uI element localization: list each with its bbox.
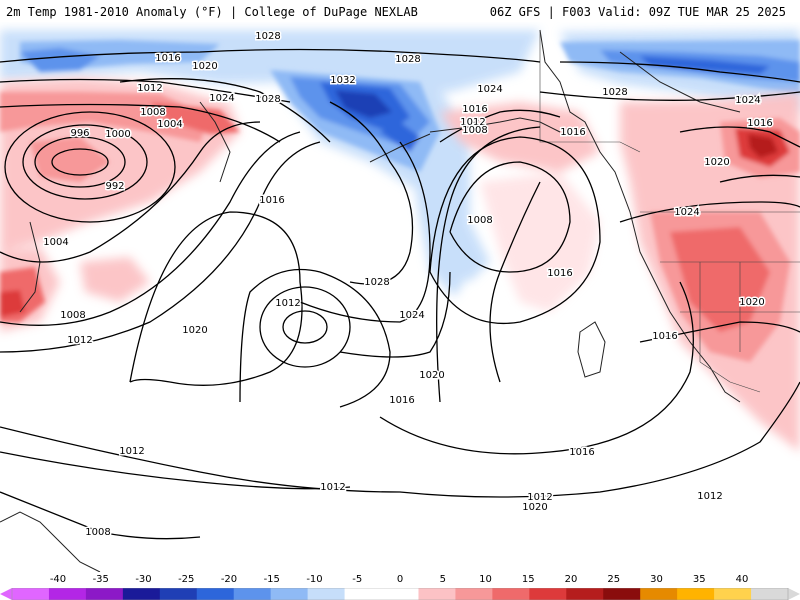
- isobar-label: 992: [105, 181, 124, 192]
- isobar-label: 1016: [389, 395, 414, 406]
- political-borders: [539, 30, 800, 393]
- isobar-label: 1012: [67, 335, 92, 346]
- colorbar-tick-label: 10: [479, 574, 492, 585]
- isobar-label: 1012: [275, 298, 300, 309]
- colorbar-swatch: [233, 588, 272, 600]
- isobar-label: 1032: [330, 75, 355, 86]
- isobar-label: 1024: [477, 84, 502, 95]
- colorbar-swatch: [85, 588, 124, 600]
- isobar-label: 1024: [674, 207, 699, 218]
- model-run-info: 06Z GFS | F003 Valid: 09Z TUE MAR 25 202…: [489, 5, 786, 19]
- isobar-label: 1000: [105, 129, 130, 140]
- anomaly-map: 1028 1016 1020 1012 1024 1008 1004 1028 1032 1028…: [0, 22, 800, 572]
- colorbar-swatch: [566, 588, 604, 600]
- isobar-label: 1012: [137, 83, 162, 94]
- colorbar-tick-label: 30: [650, 574, 663, 585]
- isobar-label: 1016: [560, 127, 585, 138]
- isobar-label: 1016: [155, 53, 180, 64]
- isobar-label: 1016: [569, 447, 594, 458]
- isobar-label: 1028: [364, 277, 389, 288]
- colorbar-swatch: [381, 588, 419, 600]
- colorbar-tick-label: 25: [607, 574, 621, 585]
- isobar-label: 1020: [419, 370, 444, 381]
- colorbar-tick-label: -35: [92, 574, 109, 585]
- colorbar-strip: [0, 588, 800, 600]
- isobar-label: 1012: [460, 117, 485, 128]
- colorbar-swatch: [122, 588, 161, 600]
- isobar-labels: 1028101610201012102410081004102810321028…: [42, 30, 774, 540]
- isobar-contours: [0, 48, 800, 540]
- colorbar-tick-labels: -40 -35 -30 -25 -20 -15 -10 -5 0 5 10 15 20 25 30 35 40: [0, 574, 800, 586]
- isobar-label: 1016: [652, 331, 677, 342]
- isobar-label: 1020: [192, 61, 217, 72]
- colorbar-swatch: [714, 588, 752, 600]
- colorbar-swatch: [159, 588, 198, 600]
- isobar-label: 1024: [209, 93, 234, 104]
- isobar-label: 1020: [182, 325, 207, 336]
- colorbar-tick-label: 0: [396, 574, 404, 585]
- colorbar-tick-label: 20: [564, 574, 578, 585]
- isobar-label: 1020: [739, 297, 764, 308]
- colorbar-swatch: [455, 588, 493, 600]
- isobar-label: 1016: [259, 195, 284, 206]
- colorbar-min-arrow: [0, 588, 12, 600]
- isobar-label: 1012: [527, 492, 552, 503]
- isobar-label: 1016: [747, 118, 772, 129]
- colorbar-tick-label: -5: [352, 574, 363, 585]
- isobar-label: 996: [70, 128, 89, 139]
- isobar-label: 1004: [43, 237, 68, 248]
- colorbar-swatch: [12, 588, 50, 600]
- colorbar-max-arrow: [788, 588, 800, 600]
- isobar-label: 1008: [85, 527, 110, 538]
- temperature-anomaly-shading: [0, 30, 800, 452]
- isobar-label: 1028: [395, 54, 420, 65]
- colorbar-swatch: [270, 588, 309, 600]
- colorbar: -40 -35 -30 -25 -20 -15 -10 -5 0 5 10 15 20 25 30 35 40: [0, 572, 800, 600]
- isobar-label: 1024: [735, 95, 760, 106]
- colorbar-tick-label: -25: [178, 574, 195, 585]
- colorbar-tick-label: -20: [220, 574, 238, 585]
- colorbar-tick-label: 35: [692, 574, 706, 585]
- isobar-label: 1024: [399, 310, 424, 321]
- colorbar-tick-label: -30: [135, 574, 152, 585]
- colorbar-tick-label: -15: [263, 574, 280, 585]
- colorbar-tick-label: -40: [49, 574, 67, 585]
- isobar-label: 1016: [547, 268, 572, 279]
- colorbar-swatch: [307, 588, 346, 600]
- map-header: 2m Temp 1981-2010 Anomaly (°F) | College…: [0, 0, 800, 22]
- colorbar-swatch: [603, 588, 641, 600]
- colorbar-swatch: [677, 588, 715, 600]
- colorbar-swatch: [640, 588, 678, 600]
- colorbar-tick-label: 40: [735, 574, 749, 585]
- colorbar-swatch: [529, 588, 567, 600]
- colorbar-tick-label: -10: [306, 574, 323, 585]
- isobar-label: 1012: [119, 446, 144, 457]
- isobar-label: 1020: [704, 157, 729, 168]
- isobar-label: 1020: [522, 502, 547, 513]
- map-canvas: 1028101610201012102410081004102810321028…: [0, 22, 800, 572]
- colorbar-swatch: [751, 588, 789, 600]
- colorbar-tick-label: 5: [439, 574, 446, 585]
- isobar-label: 1008: [467, 215, 492, 226]
- isobar-label: 1008: [462, 125, 487, 136]
- coastlines: [0, 29, 741, 572]
- isobar-label: 1028: [255, 94, 280, 105]
- isobar-label: 1008: [140, 107, 165, 118]
- colorbar-swatch: [492, 588, 530, 600]
- colorbar-tick-label: 15: [521, 574, 535, 585]
- isobar-label: 1016: [462, 104, 487, 115]
- map-title: 2m Temp 1981-2010 Anomaly (°F) | College…: [6, 5, 418, 19]
- isobar-label: 1004: [157, 119, 182, 130]
- isobar-label: 1028: [255, 31, 280, 42]
- colorbar-swatch: [196, 588, 235, 600]
- isobar-label: 1008: [60, 310, 85, 321]
- isobar-label: 1012: [320, 482, 345, 493]
- colorbar-swatch: [344, 588, 383, 600]
- isobar-label: 1028: [602, 87, 627, 98]
- colorbar-swatch: [48, 588, 87, 600]
- isobar-label: 1012: [697, 491, 722, 502]
- colorbar-swatch: [418, 588, 456, 600]
